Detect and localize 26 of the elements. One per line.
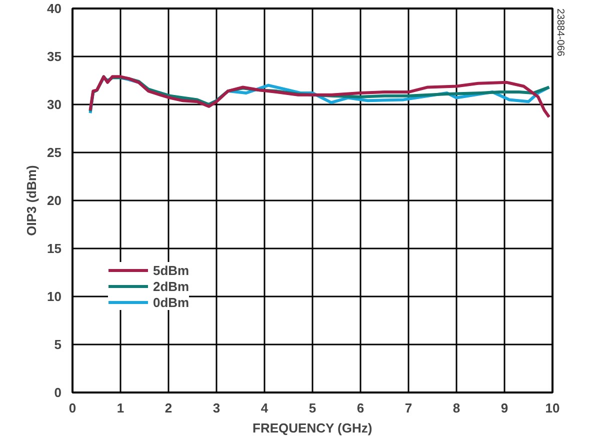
- x-tick-label: 9: [500, 400, 508, 416]
- x-tick-label: 1: [116, 400, 124, 416]
- x-tick-label: 7: [404, 400, 412, 416]
- y-tick-label: 35: [47, 49, 62, 64]
- x-tick-label: 5: [308, 400, 316, 416]
- y-tick-label: 30: [47, 97, 62, 112]
- x-tick-label: 8: [452, 400, 460, 416]
- x-tick-label: 3: [212, 400, 220, 416]
- legend-label: 2dBm: [153, 278, 190, 294]
- text: 23884-066: [554, 8, 566, 57]
- x-tick-label: 0: [68, 400, 76, 416]
- x-tick-label: 10: [545, 400, 560, 416]
- legend-label: 0dBm: [153, 294, 190, 310]
- x-tick-label: 2: [164, 400, 172, 416]
- x-axis-title: FREQUENCY (GHz): [252, 420, 372, 436]
- y-tick-label: 0: [54, 385, 62, 400]
- x-tick-label: 4: [260, 400, 269, 416]
- y-tick-label: 25: [47, 145, 62, 160]
- y-tick-label: 5: [54, 337, 62, 352]
- y-axis-title: OIP3 (dBm): [24, 165, 40, 236]
- y-tick-label: 20: [47, 193, 62, 208]
- y-tick-label: 40: [47, 1, 62, 16]
- y-tick-label: 10: [47, 289, 62, 304]
- legend-label: 5dBm: [153, 262, 190, 278]
- x-tick-label: 6: [356, 400, 364, 416]
- y-tick-label: 15: [47, 241, 62, 256]
